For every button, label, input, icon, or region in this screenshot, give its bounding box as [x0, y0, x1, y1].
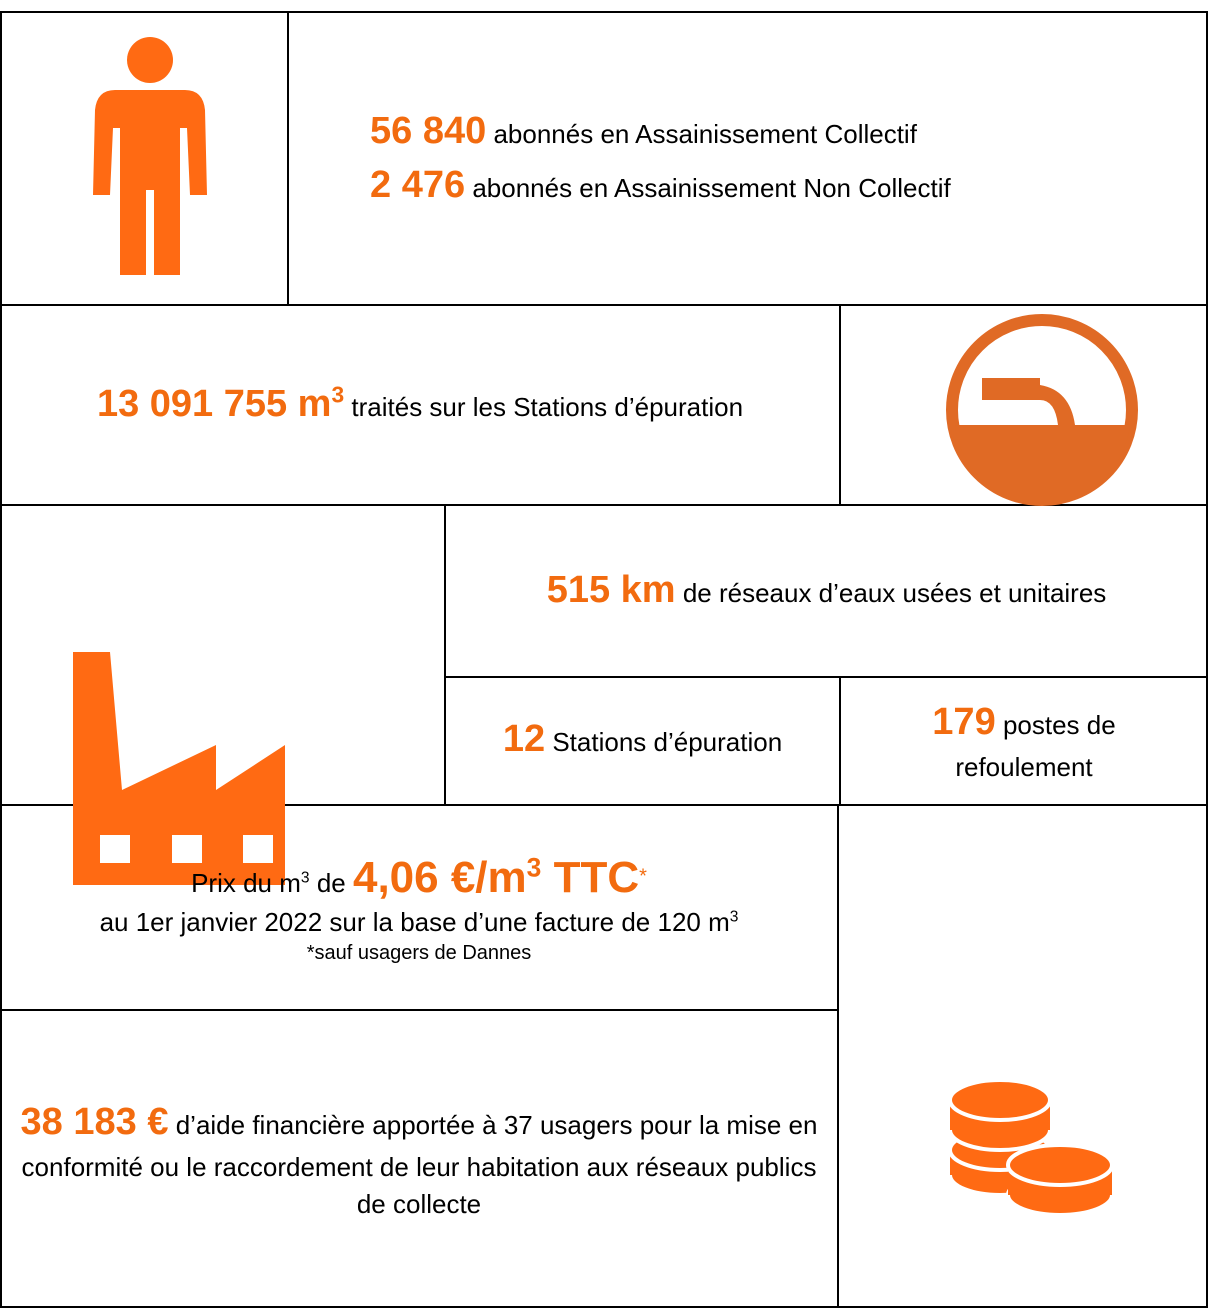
coins-icon: [948, 1078, 1114, 1217]
subscriber-line: 2 476 abonnés en Assainissement Non Coll…: [370, 159, 951, 212]
subscribers-cell: 56 840 abonnés en Assainissement Collect…: [290, 12, 1208, 305]
number: 56 840: [370, 110, 487, 153]
factory-icon: [73, 652, 285, 885]
number: 38 183 €: [20, 1101, 169, 1144]
asterisk: *: [639, 865, 647, 888]
sup: 3: [331, 381, 345, 408]
note: *sauf usagers de Dannes: [306, 941, 532, 964]
aid-cell: 38 183 € d’aide financière apportée à 37…: [0, 1010, 838, 1308]
price-line: au 1er janvier 2022 sur la base d’une fa…: [99, 907, 730, 938]
number: 13 091 755 m3: [97, 383, 344, 425]
number: 12: [502, 718, 546, 760]
sup: 3: [300, 869, 310, 887]
label: d’aide financière apportée à 37 usagers …: [21, 1110, 818, 1219]
number-text: 4,06 €/m: [352, 853, 527, 902]
number: 2 476: [370, 163, 466, 206]
suffix: TTC: [553, 853, 640, 902]
subscriber-line: 56 840 abonnés en Assainissement Collect…: [370, 105, 951, 158]
price-number: 4,06 €/m3 TTC: [353, 853, 639, 902]
number: 515 km: [546, 569, 676, 612]
label: de réseaux d’eaux usées et unitaires: [682, 578, 1107, 609]
number: 179: [932, 701, 996, 744]
network-cell: 515 km de réseaux d’eaux usées et unitai…: [445, 505, 1208, 677]
label: traités sur les Stations d’épuration: [351, 392, 744, 423]
stations-cell: 12 Stations d’épuration: [445, 677, 840, 805]
outfall-icon: [946, 314, 1138, 506]
treated-cell: 13 091 755 m3 traités sur les Stations d…: [0, 305, 840, 505]
label: abonnés en Assainissement Non Collectif: [472, 172, 951, 203]
pumps-cell: 179 postes de refoulement: [840, 677, 1208, 805]
label: Stations d’épuration: [552, 727, 783, 757]
sup: 3: [526, 852, 542, 883]
mid: de: [316, 868, 346, 898]
label: postes de refoulement: [955, 710, 1116, 783]
label: abonnés en Assainissement Collectif: [493, 119, 917, 150]
price-cell: Prix du m3 de 4,06 €/m3 TTC* au 1er janv…: [0, 805, 838, 1010]
prefix: Prix du m: [191, 868, 301, 898]
number-text: 13 091 755 m: [96, 383, 332, 426]
subscribers: 56 840 abonnés en Assainissement Collect…: [370, 105, 951, 211]
sup: 3: [729, 908, 739, 926]
person-icon: [93, 37, 207, 275]
